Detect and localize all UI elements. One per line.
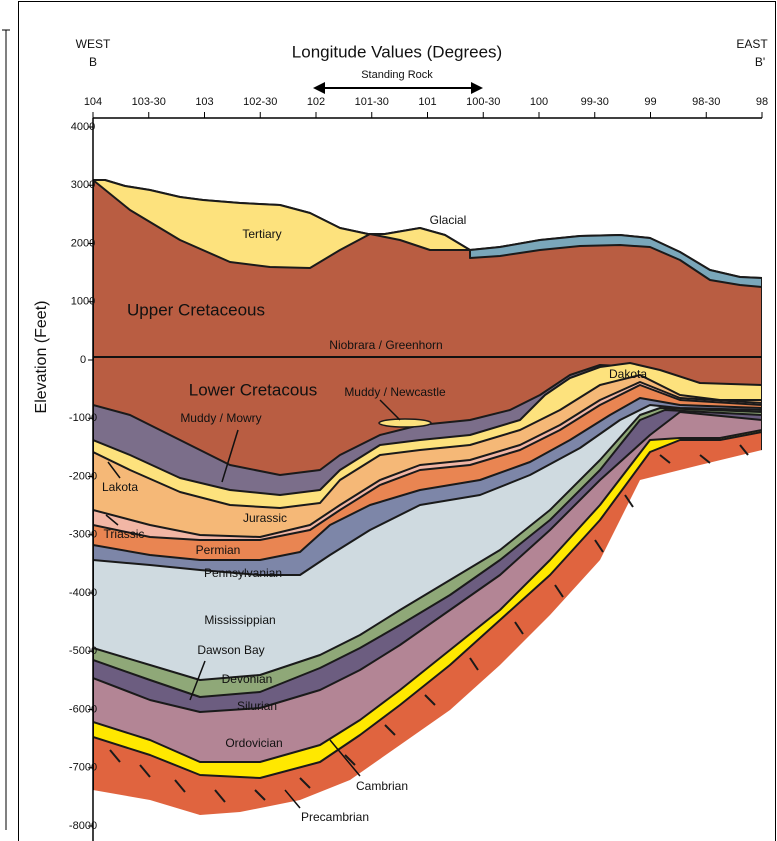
west-label: WEST bbox=[76, 37, 111, 51]
east-label: EAST bbox=[736, 37, 768, 51]
y-tick-label: 1000 bbox=[71, 296, 95, 308]
y-tick-label: -5000 bbox=[69, 645, 97, 657]
y-tick-label: -4000 bbox=[69, 587, 97, 599]
layer-label: Permian bbox=[196, 543, 241, 557]
layer-label: Mississippian bbox=[204, 613, 275, 627]
x-tick-label: 99 bbox=[644, 96, 656, 108]
y-axis-label: Elevation (Feet) bbox=[33, 301, 50, 414]
cross-section-figure: 104 103-30 103 102-30 102 101-30 101 100-30 100 9… bbox=[0, 0, 777, 841]
x-tick-label: 99-30 bbox=[581, 96, 609, 108]
layer-label: Triassic bbox=[104, 527, 145, 541]
newcastle-lens bbox=[379, 419, 431, 427]
standing-rock-arrow bbox=[313, 82, 483, 94]
x-tick-label: 98-30 bbox=[692, 96, 720, 108]
geologic-layers bbox=[93, 180, 762, 841]
layer-label: Ordovician bbox=[225, 736, 282, 750]
x-tick-label: 102-30 bbox=[243, 96, 277, 108]
y-tick-label: -6000 bbox=[69, 703, 97, 715]
x-tick-label: 103 bbox=[195, 96, 213, 108]
layer-label: Lower Cretacous bbox=[189, 380, 318, 399]
x-tick-label: 102 bbox=[307, 96, 325, 108]
layer-label: Muddy / Newcastle bbox=[344, 385, 446, 399]
y-tick-label: 0 bbox=[80, 354, 86, 366]
x-tick-label: 101-30 bbox=[355, 96, 389, 108]
layer-label: Cambrian bbox=[356, 779, 408, 793]
west-section: B bbox=[89, 55, 97, 69]
x-tick-label: 101 bbox=[418, 96, 436, 108]
layer-label: Tertiary bbox=[242, 227, 281, 241]
layer-label: Dawson Bay bbox=[197, 643, 264, 657]
y-tick-label: -3000 bbox=[69, 529, 97, 541]
layer-label: Jurassic bbox=[243, 511, 287, 525]
layer-label: Dakota bbox=[609, 367, 647, 381]
layer-label: Muddy / Mowry bbox=[180, 411, 261, 425]
x-tick-label: 100-30 bbox=[466, 96, 500, 108]
y-tick-label: -2000 bbox=[69, 470, 97, 482]
annotation: Standing Rock bbox=[361, 69, 433, 81]
layer-label: Devonian bbox=[222, 672, 273, 686]
x-tick-label: 98 bbox=[756, 96, 768, 108]
layer-label: Glacial bbox=[430, 213, 467, 227]
y-tick-label: -1000 bbox=[69, 412, 97, 424]
layer-label: Silurian bbox=[237, 699, 277, 713]
y-tick-label: -7000 bbox=[69, 762, 97, 774]
layer-label: Lakota bbox=[102, 480, 138, 494]
layer-label: Precambrian bbox=[301, 810, 369, 824]
y-tick-label: 3000 bbox=[71, 179, 95, 191]
layer-label: Niobrara / Greenhorn bbox=[329, 338, 442, 352]
y-tick-label: 4000 bbox=[71, 121, 95, 133]
x-tick-label: 104 bbox=[84, 96, 102, 108]
x-tick-label: 100 bbox=[530, 96, 548, 108]
layer-label: Upper Cretaceous bbox=[127, 300, 265, 319]
y-tick-label: -8000 bbox=[69, 820, 97, 832]
east-section: B' bbox=[755, 55, 765, 69]
x-tick-label: 103-30 bbox=[132, 96, 166, 108]
title: Longitude Values (Degrees) bbox=[292, 42, 502, 61]
layer-label: Pennsylvanian bbox=[204, 566, 282, 580]
y-tick-label: 2000 bbox=[71, 237, 95, 249]
